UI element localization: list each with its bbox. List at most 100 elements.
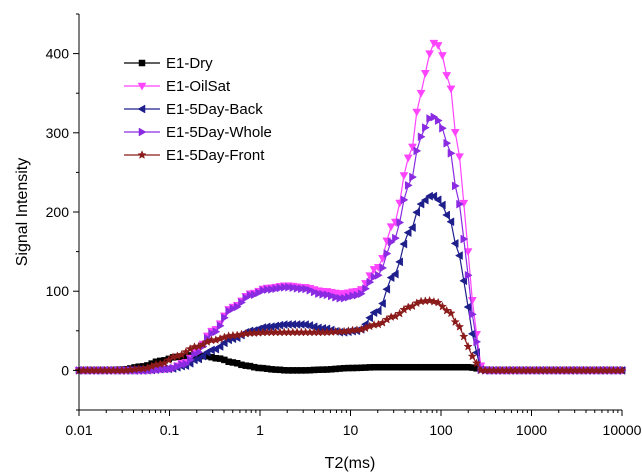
legend-item: E1-OilSat [124, 78, 231, 95]
x-axis-title: T2(ms) [325, 455, 376, 472]
legend-label: E1-Dry [166, 55, 213, 72]
legend-marker [137, 150, 147, 159]
series-marker [412, 207, 421, 217]
series-marker [409, 172, 417, 182]
series-marker [455, 153, 464, 162]
series-marker [353, 290, 362, 300]
series-marker [454, 321, 465, 331]
legend-label: E1-5Day-Whole [166, 124, 272, 141]
series-marker [450, 239, 459, 248]
series-marker [437, 301, 448, 311]
series-marker [186, 355, 195, 365]
series-marker [378, 299, 386, 308]
series-marker [442, 72, 452, 80]
series-marker [370, 272, 379, 282]
series-marker [416, 199, 425, 209]
series-marker [464, 270, 473, 280]
series-marker [255, 288, 264, 298]
x-tick-label: 1 [256, 422, 264, 438]
series-marker [219, 338, 228, 348]
series-marker [216, 321, 225, 331]
x-tick-label: 1000 [516, 422, 547, 438]
legend-marker [138, 127, 147, 137]
y-axis-title: Signal Intensity [14, 158, 31, 267]
series-marker [450, 129, 460, 137]
legend-label: E1-5Day-Front [166, 147, 265, 164]
series-marker [425, 50, 435, 59]
series-marker [390, 269, 399, 279]
y-tick-label: 400 [46, 46, 70, 62]
plot-area [74, 39, 627, 375]
series-marker [208, 328, 217, 338]
series-marker [178, 360, 187, 370]
series-marker [467, 351, 478, 361]
series-marker [366, 277, 375, 287]
series-marker [242, 293, 251, 303]
series-marker [443, 138, 452, 148]
series-marker [225, 306, 234, 316]
x-tick-label: 100 [429, 422, 453, 438]
y-tick-label: 300 [46, 125, 70, 141]
series-marker [332, 292, 341, 302]
series-marker [433, 195, 442, 205]
tick-marks [73, 13, 623, 416]
series-marker [471, 358, 482, 368]
series-marker [459, 331, 469, 341]
series-marker [229, 304, 238, 314]
series-marker [416, 89, 426, 98]
series-marker [373, 306, 382, 316]
series-marker [285, 282, 294, 292]
series-marker [433, 42, 443, 50]
series-marker [323, 290, 332, 300]
series-marker [336, 293, 345, 303]
legend-item: E1-Dry [124, 55, 213, 72]
legend-marker [137, 82, 147, 91]
series-marker [319, 289, 328, 299]
series-marker [362, 284, 370, 294]
x-tick-label: 0.1 [160, 422, 180, 438]
series-marker [433, 297, 443, 307]
series-marker [289, 283, 298, 293]
series-marker [298, 284, 306, 294]
series-marker [382, 284, 391, 294]
series-marker [215, 342, 224, 351]
series-marker [365, 313, 373, 323]
series-marker [446, 217, 455, 227]
legend-marker [138, 59, 146, 67]
series-marker [156, 364, 165, 374]
series-marker [221, 313, 229, 323]
series-marker [463, 341, 473, 351]
series-marker [259, 286, 268, 295]
series-marker [212, 327, 221, 337]
series-marker [315, 289, 323, 299]
series-marker [369, 266, 379, 274]
series-marker [420, 70, 430, 78]
series-marker [446, 308, 456, 318]
series-marker [407, 223, 416, 233]
series-marker [442, 210, 450, 220]
series-marker [251, 290, 259, 300]
series-marker [161, 364, 170, 374]
series-marker [417, 132, 426, 142]
series-marker [383, 249, 392, 259]
series-marker [426, 114, 435, 123]
series-marker [442, 305, 452, 315]
series-marker [437, 200, 446, 210]
series-marker [174, 362, 182, 371]
series-marker [263, 285, 272, 295]
series-marker [345, 292, 353, 302]
series-marker [400, 195, 409, 205]
series-marker [233, 302, 242, 312]
series-marker [198, 351, 207, 361]
series-marker [460, 234, 469, 244]
series-marker [387, 237, 396, 247]
series-marker [357, 289, 366, 299]
legend-label: E1-OilSat [166, 78, 231, 95]
series-marker [340, 293, 349, 303]
series-marker [276, 283, 285, 293]
series-marker [182, 359, 191, 369]
y-tick-label: 0 [61, 362, 69, 378]
series-marker [403, 154, 413, 163]
series-marker [238, 298, 246, 307]
